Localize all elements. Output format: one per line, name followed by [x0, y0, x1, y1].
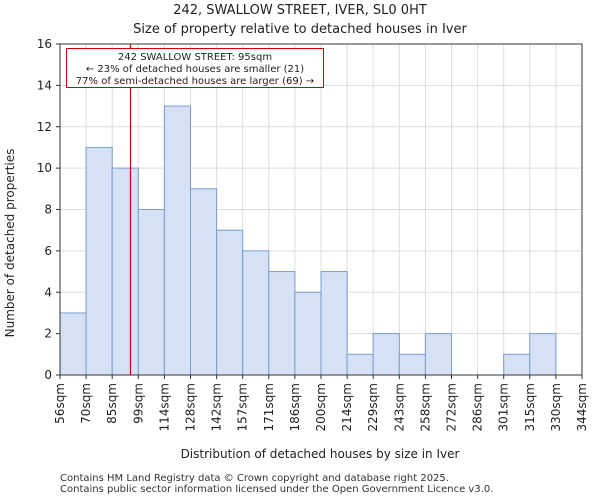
x-tick-label: 243sqm — [392, 383, 406, 431]
histogram-bar — [85, 146, 113, 376]
histogram-bar — [346, 353, 374, 376]
histogram-bar — [59, 312, 87, 376]
x-tick-label: 114sqm — [157, 383, 171, 431]
x-tick-label: 258sqm — [418, 383, 432, 431]
histogram-bar — [424, 333, 452, 376]
y-tick-label: 12 — [37, 120, 52, 134]
histogram-bar — [268, 271, 296, 376]
annotation-line-3: 77% of semi-detached houses are larger (… — [75, 76, 315, 87]
histogram-bar — [372, 333, 400, 376]
histogram-bar — [242, 250, 270, 376]
y-tick-label: 2 — [44, 327, 52, 341]
annotation-line-2: ← 23% of detached houses are smaller (21… — [85, 64, 305, 75]
histogram-bar — [163, 105, 191, 376]
x-ticks: 56sqm 70sqm 85sqm 99sqm 114sqm 128sqm 142sqm 15… — [53, 375, 589, 431]
x-tick-label: 229sqm — [366, 383, 380, 431]
x-axis-label: Distribution of detached houses by size … — [181, 447, 460, 461]
histogram-bar — [294, 291, 322, 376]
x-tick-label: 56sqm — [53, 383, 67, 424]
chart-title-address: 242, SWALLOW STREET, IVER, SL0 0HT — [173, 3, 427, 18]
histogram-bar — [503, 353, 531, 376]
histogram-bar — [190, 188, 218, 376]
y-tick-label: 10 — [37, 161, 52, 175]
footer-copyright: Contains HM Land Registry data © Crown c… — [60, 473, 449, 484]
y-axis-label: Number of detached properties — [3, 149, 17, 338]
x-tick-label: 301sqm — [497, 383, 511, 431]
x-tick-label: 214sqm — [340, 383, 354, 431]
x-tick-label: 99sqm — [131, 383, 145, 424]
histogram-bar — [216, 229, 244, 376]
x-tick-label: 128sqm — [184, 383, 198, 431]
histogram-bar — [320, 271, 348, 376]
histogram-bar — [398, 353, 426, 376]
x-tick-label: 272sqm — [445, 383, 459, 431]
x-tick-label: 85sqm — [105, 383, 119, 424]
y-tick-label: 4 — [44, 285, 52, 299]
histogram-bar — [137, 209, 165, 376]
y-tick-label: 16 — [37, 37, 52, 51]
x-tick-label: 315sqm — [523, 383, 537, 431]
footer-licence: Contains public sector information licen… — [60, 484, 494, 495]
x-tick-label: 186sqm — [288, 383, 302, 431]
x-tick-label: 70sqm — [79, 383, 93, 424]
y-tick-label: 0 — [44, 368, 52, 382]
annotation-box: 242 SWALLOW STREET: 95sqm ← 23% of detac… — [66, 48, 324, 88]
y-ticks: 0 2 4 6 8 10 12 14 16 — [37, 37, 60, 382]
x-tick-label: 330sqm — [549, 383, 563, 431]
histogram-bar — [529, 333, 557, 376]
histogram-bar — [111, 167, 139, 376]
x-tick-label: 142sqm — [210, 383, 224, 431]
bars — [59, 105, 557, 376]
chart-title: Size of property relative to detached ho… — [133, 22, 467, 37]
y-tick-label: 8 — [44, 203, 52, 217]
x-tick-label: 157sqm — [236, 383, 250, 431]
y-tick-label: 14 — [37, 78, 52, 92]
x-tick-label: 200sqm — [314, 383, 328, 431]
x-tick-label: 344sqm — [575, 383, 589, 431]
annotation-line-1: 242 SWALLOW STREET: 95sqm — [117, 52, 273, 63]
x-tick-label: 171sqm — [262, 383, 276, 431]
y-tick-label: 6 — [44, 244, 52, 258]
x-tick-label: 286sqm — [471, 383, 485, 431]
